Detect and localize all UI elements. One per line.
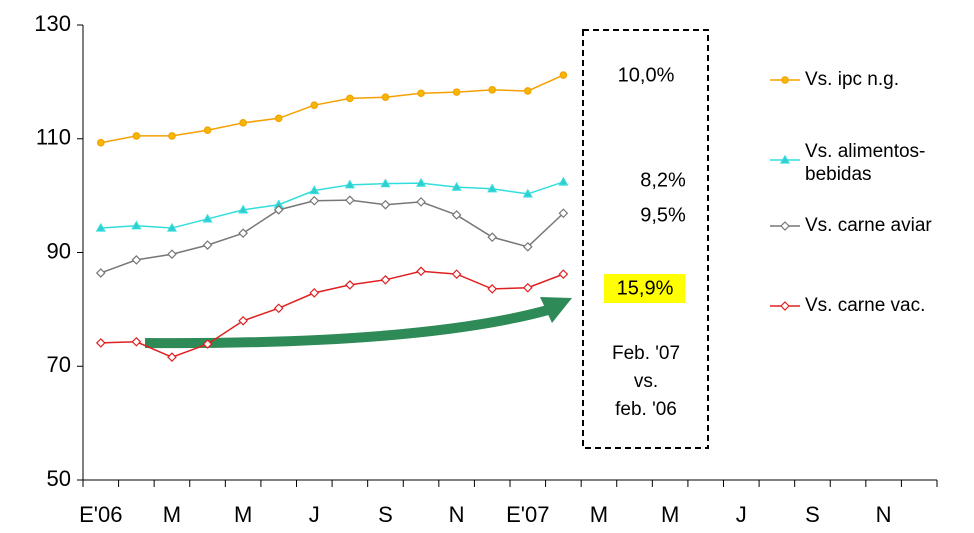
data-point xyxy=(309,195,320,206)
data-point xyxy=(558,176,569,186)
data-point xyxy=(346,94,354,103)
data-point xyxy=(522,188,533,198)
data-point xyxy=(345,280,355,290)
x-tick-label: M xyxy=(234,502,252,527)
data-point xyxy=(273,204,284,215)
legend-marker xyxy=(780,221,790,231)
data-point xyxy=(381,93,390,102)
data-point xyxy=(203,126,212,135)
data-point xyxy=(380,178,391,188)
x-tick-label: N xyxy=(876,502,892,527)
data-point xyxy=(95,222,106,232)
data-point xyxy=(239,119,247,127)
data-point xyxy=(238,228,248,239)
data-point xyxy=(309,288,320,298)
legend-label: Vs. ipc n.g. xyxy=(805,69,899,90)
data-point xyxy=(523,87,532,95)
x-tick-label: M xyxy=(590,502,608,527)
trend-arrowhead xyxy=(540,297,572,323)
x-tick-label: S xyxy=(378,502,393,527)
x-tick-label: E'06 xyxy=(79,502,122,527)
data-point xyxy=(202,339,213,349)
series-line xyxy=(100,270,564,358)
data-point xyxy=(558,208,569,219)
note: vs. xyxy=(634,371,658,392)
series-line xyxy=(100,181,564,229)
legend-marker xyxy=(779,154,791,164)
x-tick-label: M xyxy=(163,502,181,527)
annotation: 8,2% xyxy=(640,169,686,191)
x-tick-label: S xyxy=(805,502,820,527)
x-tick-label: N xyxy=(449,502,465,527)
legend-label: Vs. carne vac. xyxy=(805,295,926,316)
y-tick-label: 70 xyxy=(47,352,71,377)
trend-arrow xyxy=(144,305,550,349)
data-point xyxy=(166,222,177,232)
legend-marker xyxy=(780,301,790,311)
data-point xyxy=(273,303,284,314)
data-point xyxy=(309,185,320,195)
data-point xyxy=(95,338,106,348)
data-point xyxy=(487,232,498,242)
data-point xyxy=(416,197,426,207)
x-tick-label: J xyxy=(309,502,320,527)
data-point xyxy=(416,177,427,187)
y-tick-label: 90 xyxy=(47,238,71,263)
data-point xyxy=(238,315,248,326)
legend-marker xyxy=(781,76,789,84)
legend-label: Vs. carne aviar xyxy=(805,215,932,236)
y-tick-label: 130 xyxy=(34,11,71,36)
x-tick-label: M xyxy=(661,502,679,527)
highlight-box xyxy=(582,29,709,449)
annotation: 9,5% xyxy=(640,204,686,226)
data-point xyxy=(132,132,141,140)
x-tick-label: E'07 xyxy=(506,502,549,527)
y-tick-label: 50 xyxy=(47,466,71,491)
data-point xyxy=(522,241,533,252)
data-point xyxy=(131,255,142,265)
data-point xyxy=(451,181,462,191)
data-point xyxy=(380,274,391,285)
data-point xyxy=(488,86,497,94)
data-point xyxy=(380,199,391,210)
data-point xyxy=(310,101,319,109)
data-point xyxy=(202,240,213,250)
data-point xyxy=(167,249,177,260)
data-point xyxy=(168,132,176,140)
data-point xyxy=(522,282,533,293)
data-point xyxy=(131,220,142,230)
data-point xyxy=(559,71,568,79)
data-point xyxy=(344,179,355,189)
data-point xyxy=(558,269,569,279)
data-point xyxy=(96,138,105,147)
legend-label: Vs. alimentos-bebidas xyxy=(805,141,926,185)
data-point xyxy=(167,352,177,362)
data-point xyxy=(238,204,249,214)
annotation: 10,0% xyxy=(618,64,675,86)
annotation: 15,9% xyxy=(617,277,674,299)
data-point xyxy=(451,269,462,279)
y-tick-label: 110 xyxy=(36,125,71,150)
series-line xyxy=(100,74,564,144)
data-point xyxy=(274,114,283,123)
series-line xyxy=(100,199,564,274)
data-point xyxy=(451,210,462,220)
data-point xyxy=(487,284,498,294)
x-tick-label: J xyxy=(736,502,747,527)
data-point xyxy=(417,89,425,98)
annotation-highlight xyxy=(604,274,685,303)
note: feb. '06 xyxy=(615,399,677,420)
data-point xyxy=(345,195,355,206)
data-point xyxy=(416,266,426,277)
data-point xyxy=(95,268,106,278)
data-point xyxy=(202,213,213,223)
data-point xyxy=(487,183,498,193)
note: Feb. '07 xyxy=(612,343,680,364)
data-point xyxy=(131,336,142,347)
data-point xyxy=(452,88,461,96)
